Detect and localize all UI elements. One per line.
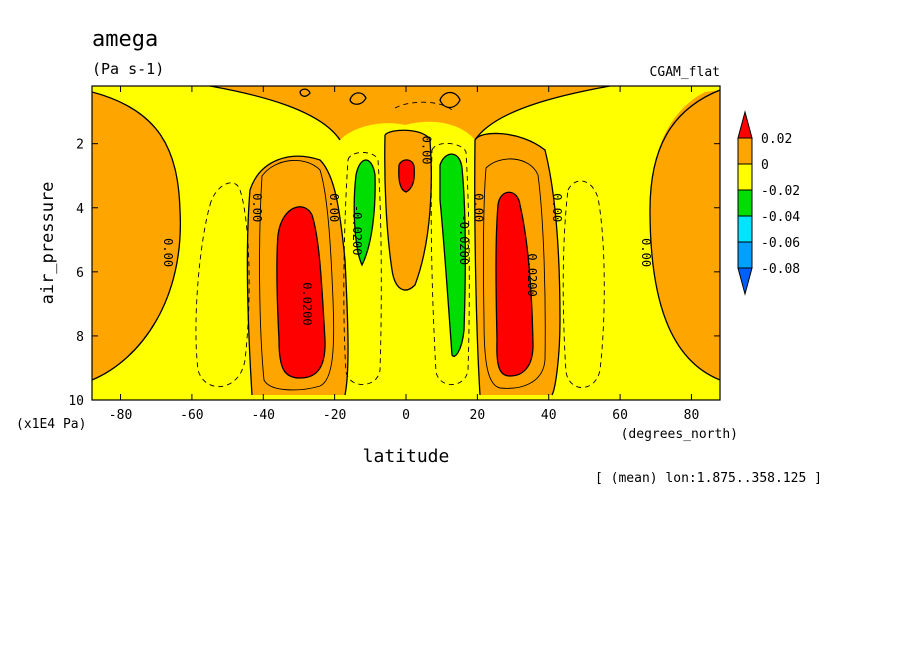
x-tick-label: 60 bbox=[612, 408, 628, 423]
x-tick-label: 40 bbox=[541, 408, 557, 423]
y-axis-units: (x1E4 Pa) bbox=[16, 417, 86, 432]
contour-label: 0.00 bbox=[327, 193, 341, 222]
colorbar-label: -0.04 bbox=[761, 210, 800, 225]
contour-label-group: 0.0200 bbox=[300, 282, 314, 325]
x-tick-label: -40 bbox=[252, 408, 275, 423]
band-red-sh bbox=[276, 206, 326, 378]
contour-label-group: 0.00 bbox=[327, 193, 341, 222]
colorbar-label: -0.02 bbox=[761, 184, 800, 199]
band-red-nh bbox=[496, 192, 533, 376]
colorbar-swatch bbox=[737, 163, 753, 191]
x-tick-label: 80 bbox=[684, 408, 700, 423]
x-axis-units: (degrees_north) bbox=[621, 427, 738, 442]
dashed-contours bbox=[195, 101, 605, 388]
contour-lines bbox=[92, 86, 720, 396]
colorbar-label: 0 bbox=[761, 158, 769, 173]
y-tick-label: 8 bbox=[76, 330, 84, 345]
contour-label: 0.00 bbox=[161, 238, 175, 267]
contour-label-group: 0.00 bbox=[639, 238, 653, 267]
contour-label-group: 0.00 bbox=[250, 193, 264, 222]
contour-label-group: 0.0200 bbox=[525, 253, 539, 296]
x-tick-label: -20 bbox=[323, 408, 346, 423]
band-red-eq bbox=[398, 159, 415, 192]
colorbar: 0.02 0 -0.02 -0.04 -0.06 -0.08 bbox=[737, 110, 800, 296]
contour-label: 0.00 bbox=[550, 193, 564, 222]
band-green-nh bbox=[440, 154, 466, 357]
contour-label: 0.00 bbox=[639, 238, 653, 267]
contour-label-group: 0.00 bbox=[550, 193, 564, 222]
contour-label: -0.0200 bbox=[457, 215, 471, 266]
colorbar-label: 0.02 bbox=[761, 132, 792, 147]
contour-label-group: -0.0200 bbox=[350, 205, 364, 256]
chart-units: (Pa s-1) bbox=[92, 60, 164, 78]
y-tick-label: 6 bbox=[76, 266, 84, 281]
colorbar-top-arrow bbox=[737, 110, 753, 139]
y-tick-label: 2 bbox=[76, 138, 84, 153]
y-axis-title: air_pressure bbox=[38, 182, 58, 305]
y-tick-label: 4 bbox=[76, 202, 84, 217]
colorbar-swatch bbox=[737, 215, 753, 243]
contour-label-group: -0.0200 bbox=[457, 215, 471, 266]
x-tick-label: 20 bbox=[470, 408, 486, 423]
contour-label-group: 0.00 bbox=[471, 193, 485, 222]
x-tick-label: -80 bbox=[109, 408, 132, 423]
contour-label-group: 0.00 bbox=[161, 238, 175, 267]
contour-label: 0.0200 bbox=[300, 282, 314, 325]
footnote: [ (mean) lon:1.875..358.125 ] bbox=[595, 471, 822, 486]
colorbar-bottom-arrow bbox=[737, 267, 753, 296]
colorbar-swatch bbox=[737, 241, 753, 269]
colorbar-swatch bbox=[737, 189, 753, 217]
chart-title: amega bbox=[92, 27, 158, 52]
colorbar-label: -0.06 bbox=[761, 236, 800, 251]
axes: -80 -60 -40 -20 0 20 40 60 80 2 4 6 8 10 bbox=[68, 86, 720, 423]
contour-label-group: 0.00 bbox=[420, 136, 434, 165]
colorbar-label: -0.08 bbox=[761, 262, 800, 277]
contour-label: 0.00 bbox=[471, 193, 485, 222]
x-tick-label: 0 bbox=[402, 408, 410, 423]
contour-label: -0.0200 bbox=[350, 205, 364, 256]
dataset-name: CGAM_flat bbox=[650, 65, 720, 80]
band-orange-eq bbox=[384, 130, 432, 290]
contour-label: 0.00 bbox=[420, 136, 434, 165]
contour-label: 0.0200 bbox=[525, 253, 539, 296]
colorbar-swatch bbox=[737, 137, 753, 165]
y-tick-label: 10 bbox=[68, 394, 84, 409]
contour-label: 0.00 bbox=[250, 193, 264, 222]
x-tick-label: -60 bbox=[180, 408, 203, 423]
x-axis-title: latitude bbox=[363, 446, 450, 467]
